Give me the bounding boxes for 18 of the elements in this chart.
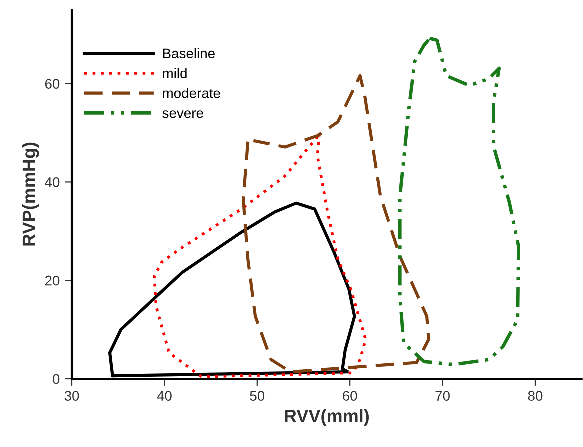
y-tick-label: 40 xyxy=(45,178,60,188)
legend-label: Baseline xyxy=(163,48,215,59)
x-tick-label: 40 xyxy=(157,391,172,402)
x-tick-label: 50 xyxy=(250,391,265,402)
legend-label: moderate xyxy=(163,88,220,98)
y-axis-title: RVP(mmHg) xyxy=(22,142,40,246)
x-tick-label: 60 xyxy=(343,391,358,402)
x-tick-label: 30 xyxy=(64,391,80,402)
y-tick-label: 20 xyxy=(45,276,60,286)
x-axis-title: RVV(mml) xyxy=(285,409,369,426)
x-tick-label: 70 xyxy=(436,391,450,402)
legend-label: mild xyxy=(163,68,187,78)
y-tick-label: 0 xyxy=(53,374,60,384)
line-series xyxy=(398,36,520,366)
x-tick-label: 80 xyxy=(528,391,543,402)
legend-label: severe xyxy=(162,110,204,118)
line-series xyxy=(242,74,430,374)
y-tick-label: 60 xyxy=(45,79,60,89)
